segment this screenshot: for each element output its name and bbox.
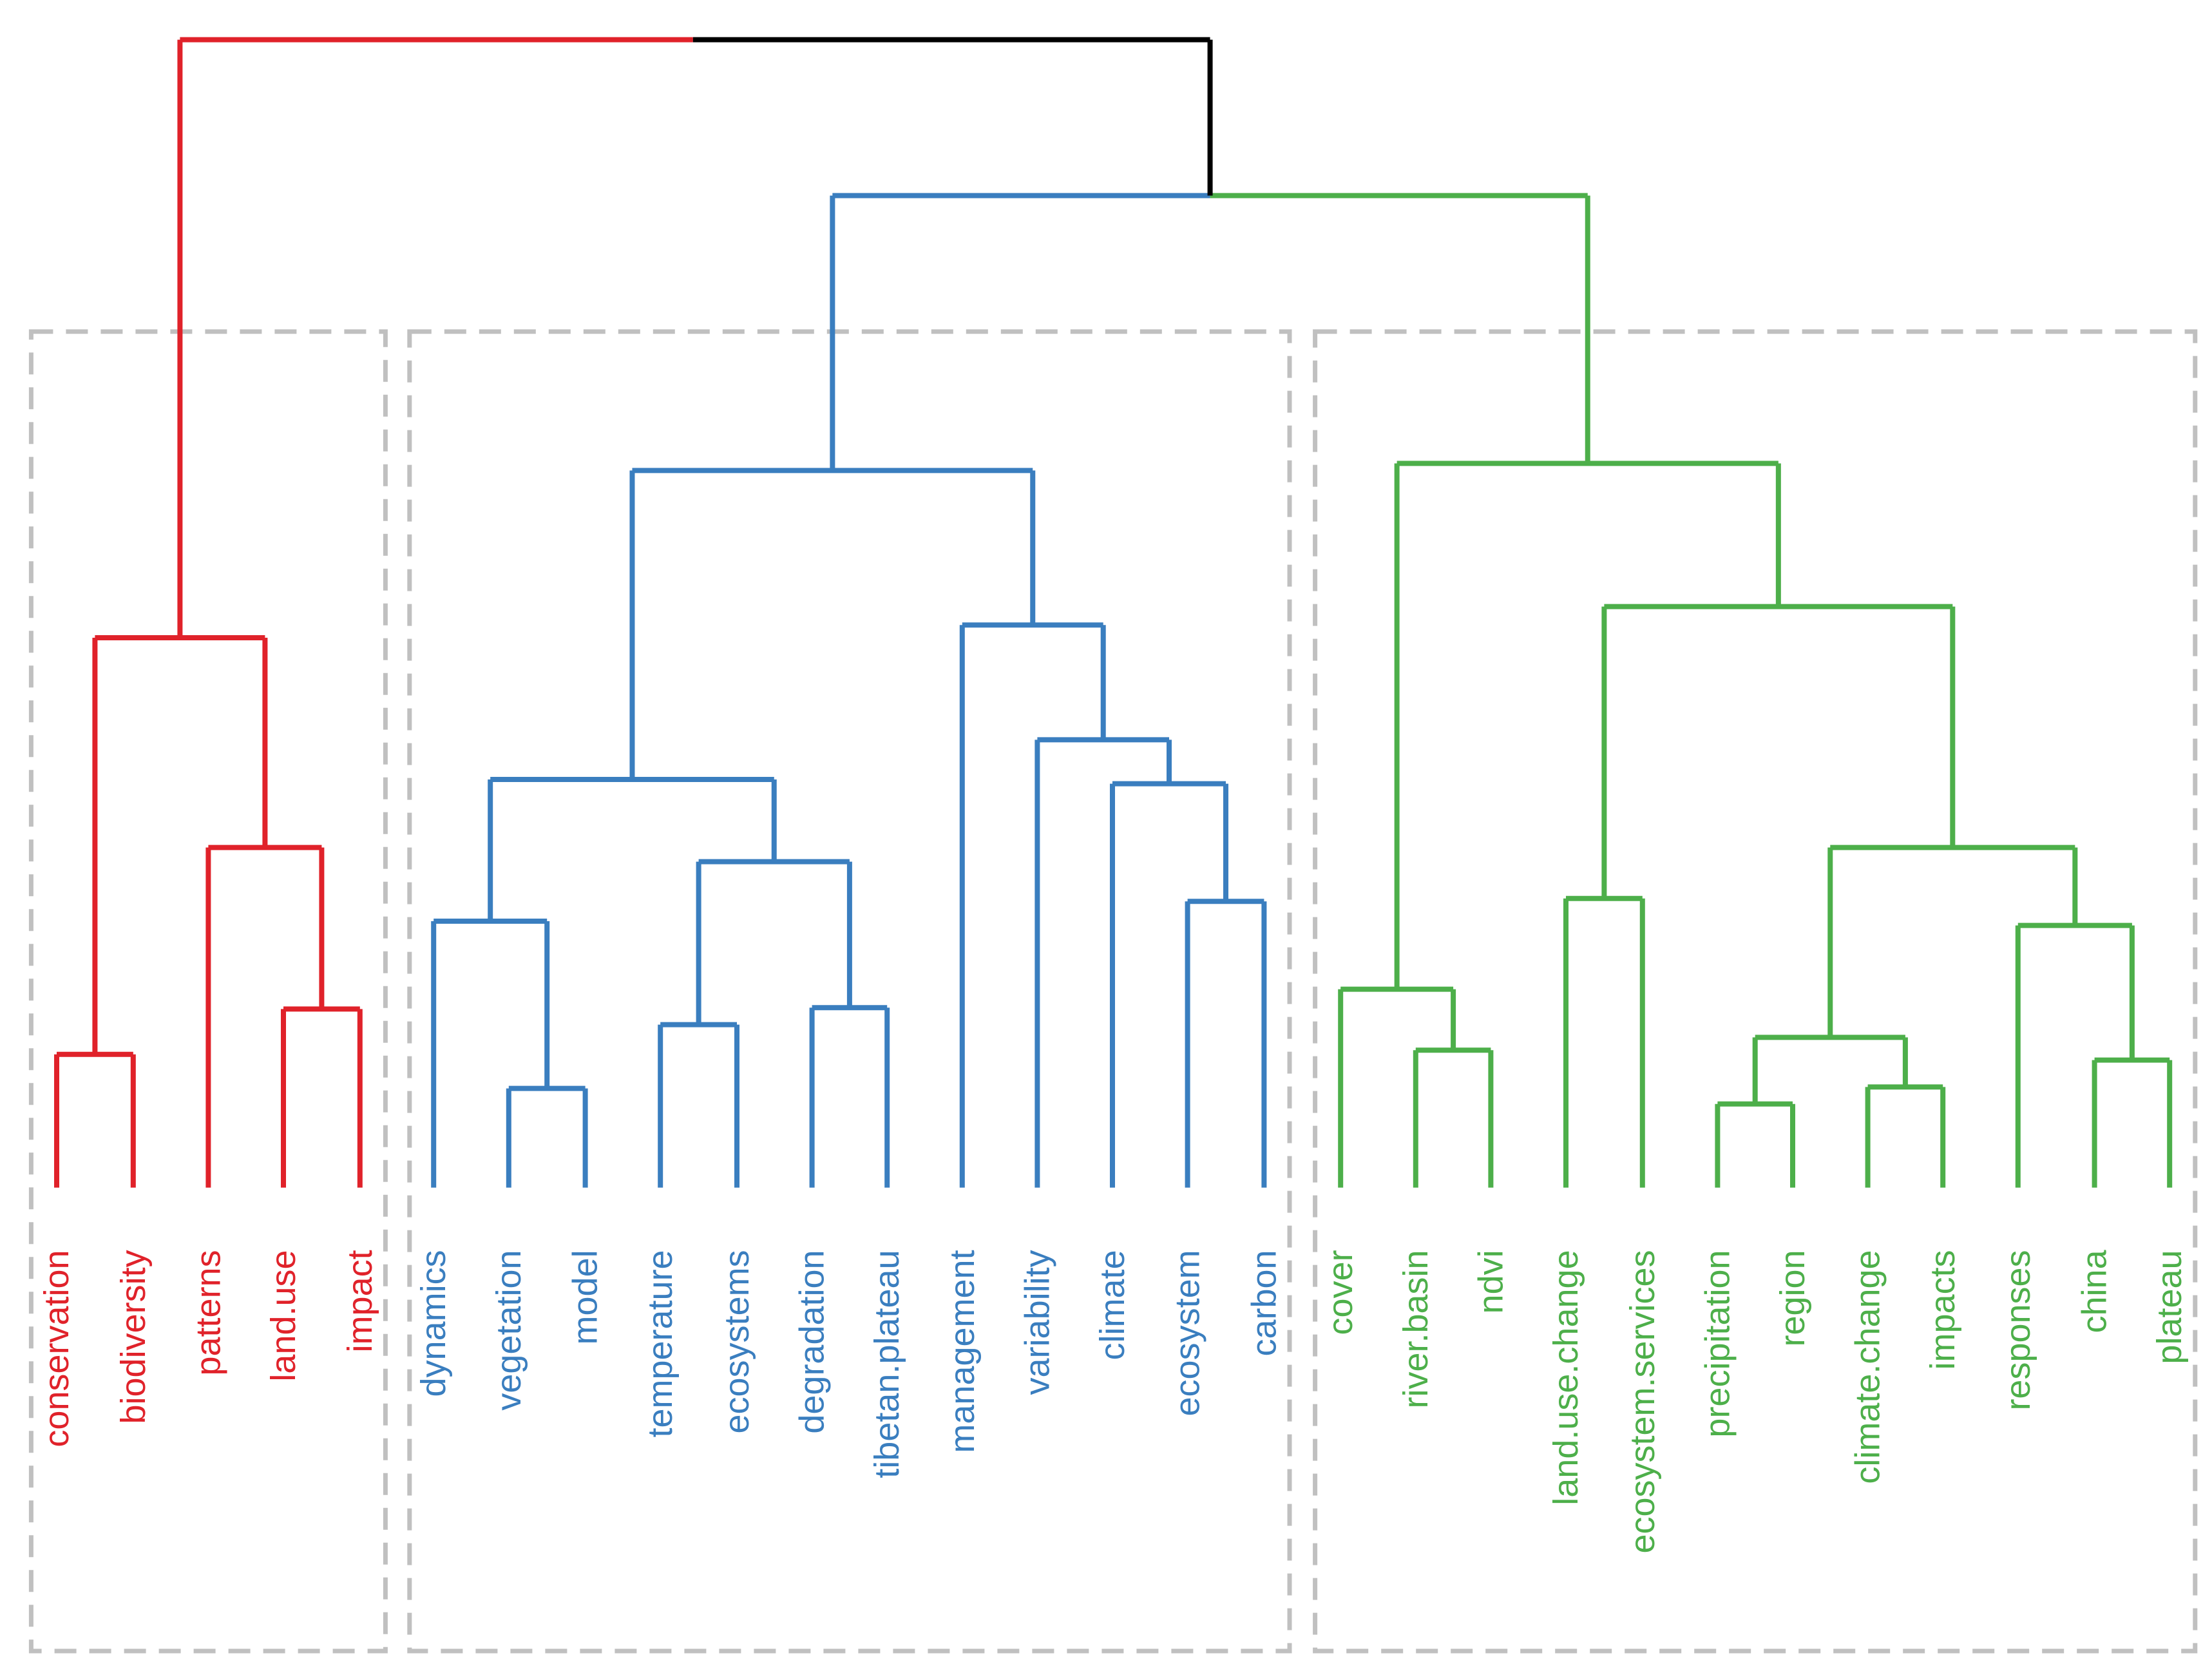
- leaf-label-ecosystem: ecosystem: [1168, 1250, 1207, 1416]
- leaf-label-ndvi: ndvi: [1471, 1250, 1510, 1313]
- leaf-label-region: region: [1773, 1250, 1812, 1346]
- leaf-label-river-basin: river.basin: [1397, 1250, 1435, 1408]
- leaf-label-model: model: [566, 1250, 605, 1344]
- dendrogram-branches: [54, 37, 2173, 1188]
- leaf-label-patterns: patterns: [189, 1250, 227, 1375]
- leaf-label-impacts: impacts: [1923, 1250, 1962, 1370]
- leaf-label-tibetan-plateau: tibetan.plateau: [868, 1250, 906, 1478]
- cluster-boxes: [28, 329, 2198, 1654]
- leaf-label-responses: responses: [1999, 1250, 2037, 1410]
- leaf-label-ecosystem-services: ecosystem.services: [1623, 1250, 1662, 1553]
- leaf-label-dynamics: dynamics: [414, 1250, 453, 1397]
- leaf-label-biodiversity: biodiversity: [114, 1250, 153, 1424]
- leaf-labels: conservation biodiversity patterns land.use…: [37, 1249, 2189, 1553]
- leaf-label-plateau: plateau: [2150, 1250, 2189, 1364]
- leaf-label-temperature: temperature: [641, 1250, 680, 1437]
- leaf-label-climate-change: climate.change: [1849, 1250, 1887, 1484]
- leaf-label-degradation: degradation: [793, 1250, 832, 1433]
- leaf-label-variability: variability: [1018, 1250, 1056, 1395]
- leaf-label-china: china: [2075, 1249, 2114, 1333]
- leaf-label-cover: cover: [1321, 1250, 1360, 1335]
- leaf-label-climate: climate: [1093, 1250, 1132, 1360]
- leaf-label-precipitation: precipitation: [1698, 1250, 1737, 1437]
- cluster-box-red: [28, 329, 388, 1654]
- leaf-label-management: management: [943, 1250, 982, 1453]
- leaf-label-land-use-change: land.use.change: [1547, 1250, 1585, 1505]
- leaf-label-carbon: carbon: [1244, 1250, 1283, 1356]
- leaf-label-impact: impact: [341, 1250, 379, 1352]
- leaf-label-land-use: land.use: [264, 1250, 303, 1381]
- leaf-label-vegetation: vegetation: [490, 1250, 528, 1410]
- leaf-label-conservation: conservation: [37, 1250, 76, 1447]
- cluster-box-green: [1313, 329, 2198, 1654]
- leaf-label-ecosystems: ecosystems: [718, 1250, 756, 1433]
- cluster-box-blue: [407, 329, 1292, 1654]
